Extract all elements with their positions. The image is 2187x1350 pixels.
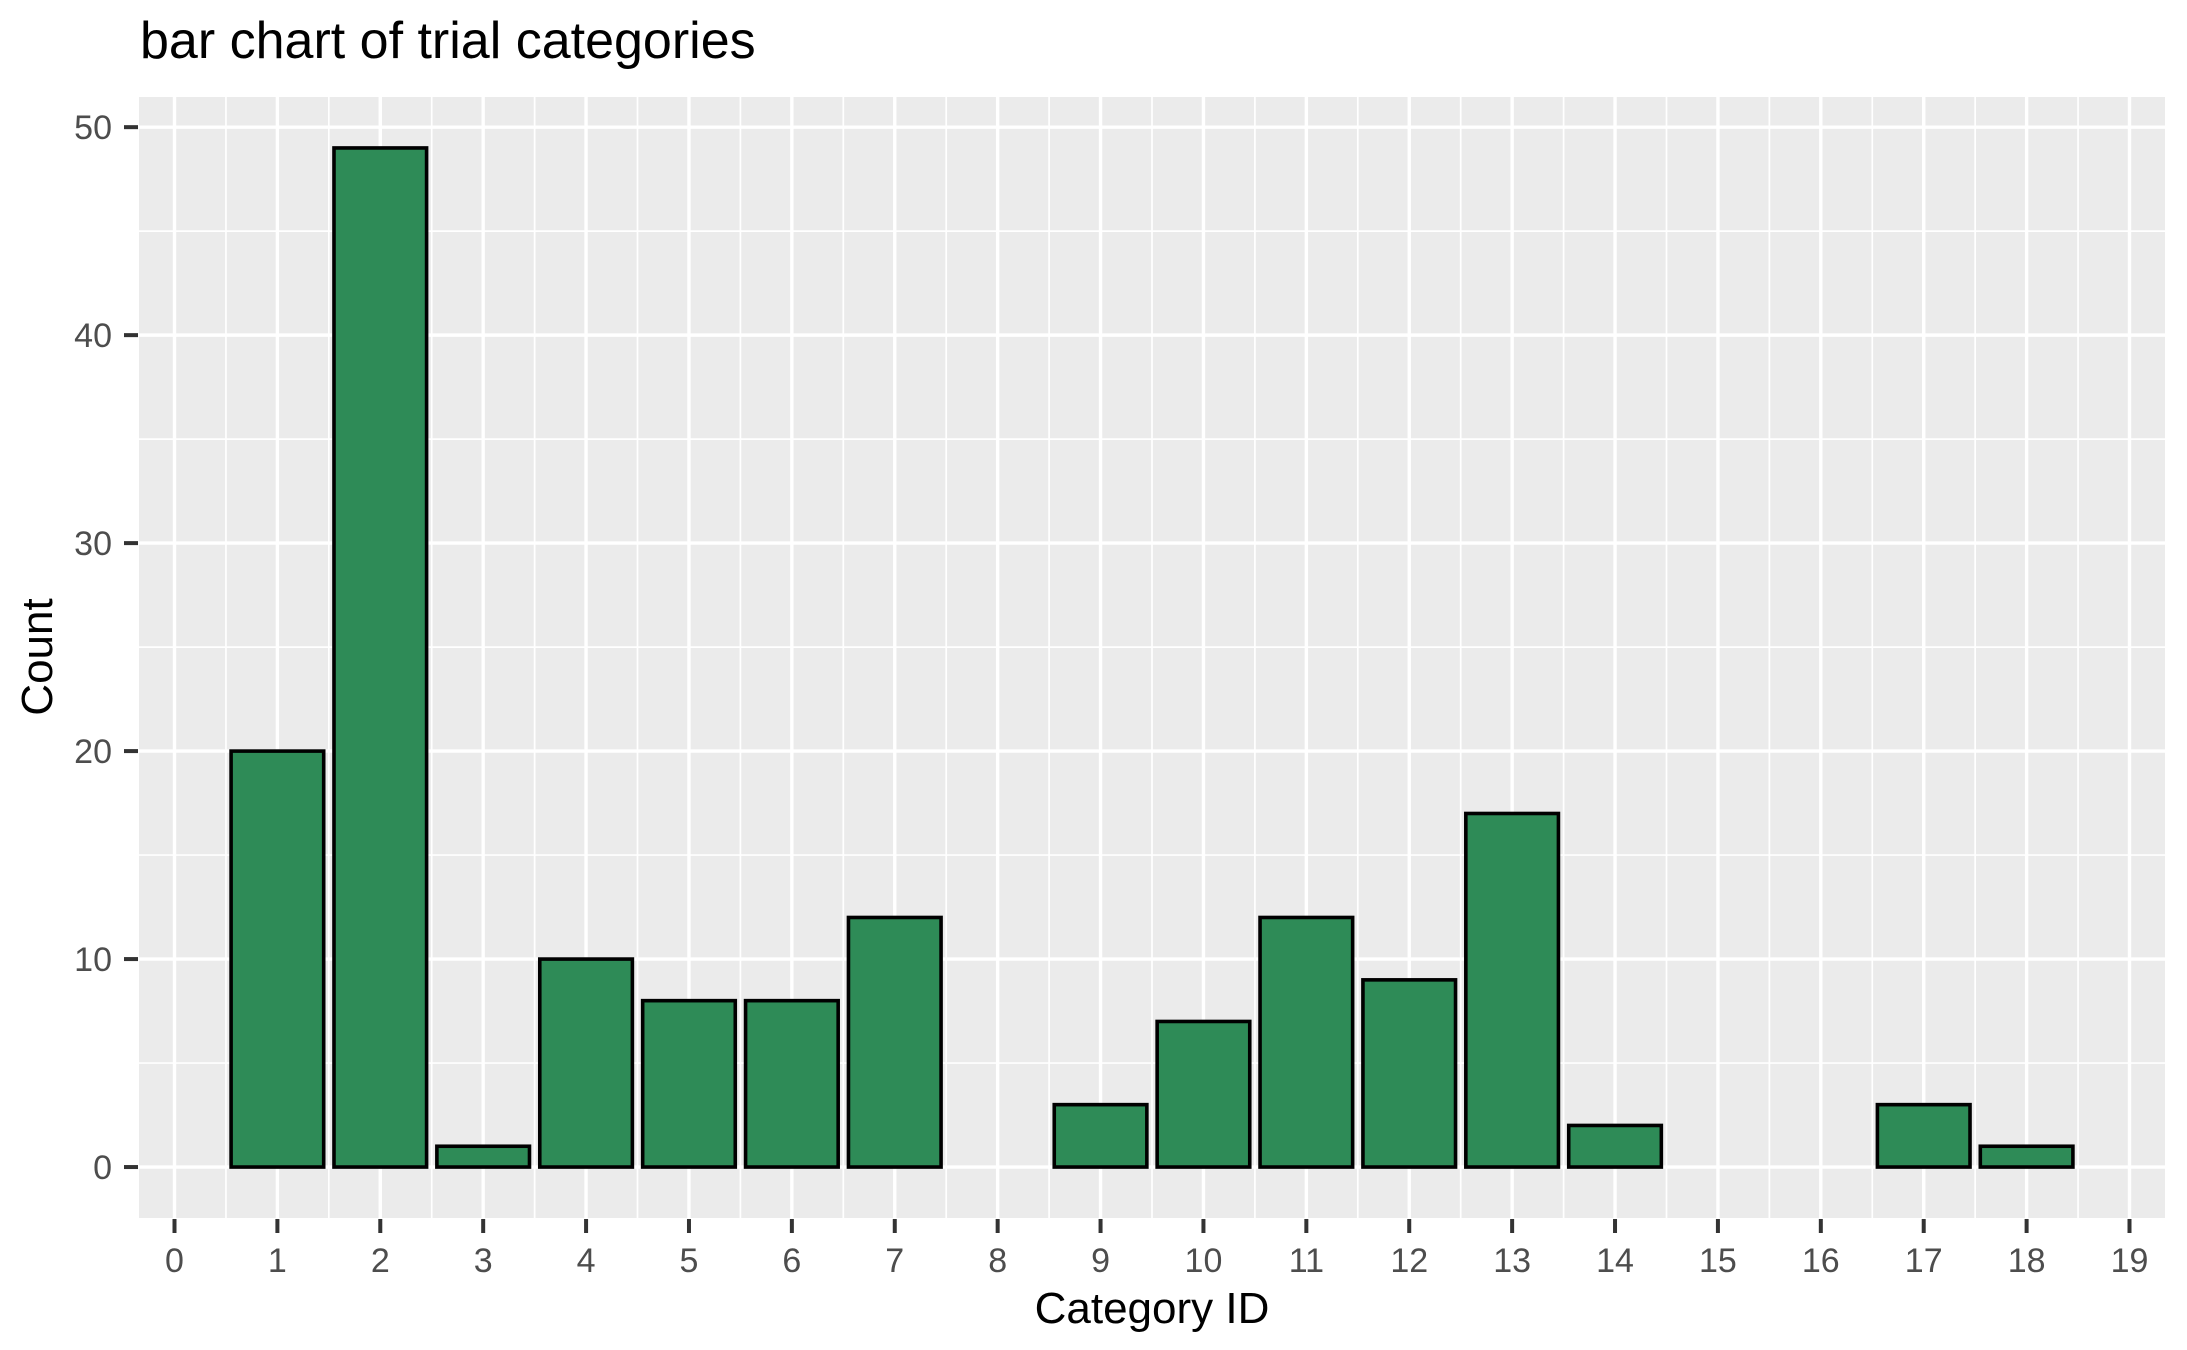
bar-category-11 [1258,915,1355,1169]
bar-category-12 [1361,978,1458,1169]
bar-category-4 [537,957,635,1169]
y-tick-label-0: 0 [93,1149,112,1187]
x-tick-label-10: 10 [1185,1242,1223,1280]
bar-category-10 [1155,1019,1252,1169]
x-tick-label-15: 15 [1699,1242,1737,1280]
bar-category-5 [640,998,738,1169]
y-tick-label-10: 10 [74,941,112,979]
bar-category-17 [1875,1102,1972,1169]
x-tick-label-0: 0 [165,1242,184,1280]
bar-category-14 [1566,1123,1664,1169]
bar-category-2 [332,146,429,1169]
x-tick-label-12: 12 [1390,1242,1428,1280]
x-tick-label-18: 18 [2008,1242,2046,1280]
x-tick-label-19: 19 [2111,1242,2149,1280]
x-tick-label-6: 6 [782,1242,801,1280]
y-tick-label-40: 40 [74,317,112,355]
x-tick-label-8: 8 [988,1242,1007,1280]
x-tick-label-5: 5 [680,1242,699,1280]
x-tick-label-13: 13 [1493,1242,1531,1280]
y-tick-label-30: 30 [74,525,112,563]
chart-title: bar chart of trial categories [140,12,756,70]
bar-category-1 [229,749,326,1169]
bar-category-6 [743,998,840,1169]
x-tick-label-1: 1 [268,1242,287,1280]
x-tick-label-9: 9 [1091,1242,1110,1280]
bar-category-3 [435,1144,532,1169]
x-tick-label-11: 11 [1289,1242,1324,1280]
x-tick-label-3: 3 [474,1242,493,1280]
x-axis-title: Category ID [1034,1284,1270,1333]
bar-category-7 [846,915,943,1169]
x-tick-label-14: 14 [1596,1242,1634,1280]
x-tick-label-2: 2 [371,1242,390,1280]
y-tick-label-50: 50 [74,109,112,147]
bar-category-18 [1978,1144,2075,1169]
x-tick-label-16: 16 [1802,1242,1840,1280]
bar-category-13 [1464,811,1561,1169]
x-tick-label-4: 4 [577,1242,596,1280]
y-tick-label-20: 20 [74,733,112,771]
x-tick-label-17: 17 [1905,1242,1943,1280]
y-axis-title: Count [13,598,62,716]
x-tick-label-7: 7 [885,1242,904,1280]
bar-category-9 [1052,1102,1149,1169]
